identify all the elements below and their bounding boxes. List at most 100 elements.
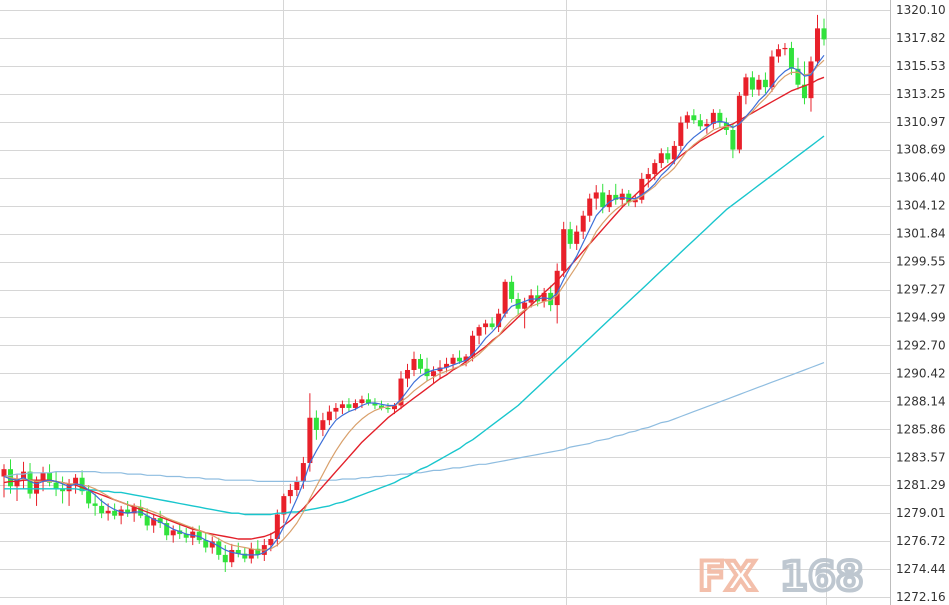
candle-body — [580, 215, 586, 232]
candle-body — [118, 509, 124, 516]
candle-body — [411, 358, 417, 370]
candle-body — [359, 399, 365, 404]
candle-body — [40, 472, 46, 482]
candle-body — [92, 503, 98, 506]
candle-body — [79, 477, 85, 492]
candle-body — [112, 510, 118, 516]
ma-mid-line — [3, 59, 825, 551]
y-tick-label: 1283.57 — [896, 450, 946, 464]
candle-body — [658, 153, 664, 164]
candle-body — [717, 112, 723, 123]
y-tick-label: 1301.84 — [896, 227, 946, 241]
ma-short-line — [3, 54, 825, 556]
candle-body — [476, 327, 482, 336]
candle-body — [606, 194, 612, 208]
ma-long-line — [3, 76, 825, 540]
candle-body — [391, 405, 397, 410]
candle-body — [626, 193, 632, 203]
candle-body — [105, 510, 111, 514]
candle-body — [235, 549, 241, 554]
fx168-watermark: FX 168 — [696, 552, 866, 602]
candle-body — [450, 357, 456, 364]
candle-body — [1, 469, 7, 477]
candle-body — [352, 403, 358, 408]
candle-body — [164, 523, 170, 536]
candle-body — [795, 68, 801, 85]
candle-body — [743, 77, 749, 96]
candle-body — [665, 153, 671, 160]
candle-body — [190, 531, 196, 538]
candle-body — [268, 538, 274, 546]
candle-body — [775, 49, 781, 57]
candle-body — [378, 405, 384, 408]
candle-body — [27, 471, 33, 494]
y-tick-label: 1294.99 — [896, 310, 946, 324]
candle-body — [814, 28, 820, 62]
candle-body — [756, 79, 762, 90]
candle-body — [652, 163, 658, 175]
y-tick-label: 1304.12 — [896, 199, 946, 213]
candle-body — [14, 478, 20, 487]
candle-body — [86, 491, 92, 504]
y-tick-label: 1315.53 — [896, 59, 946, 73]
candle-body — [483, 323, 489, 328]
candle-body — [554, 270, 560, 306]
candle-body — [684, 115, 690, 123]
candle-body — [73, 477, 79, 484]
candle-body — [333, 407, 339, 412]
watermark-168: 168 — [780, 554, 864, 600]
candle-body — [320, 420, 326, 430]
candle-body — [300, 463, 306, 482]
candle-body — [788, 47, 794, 69]
candle-body — [125, 509, 131, 514]
candle-body — [398, 378, 404, 406]
candle-body — [496, 313, 502, 328]
candle-body — [463, 356, 469, 362]
candle-body — [509, 281, 515, 299]
candle-body — [157, 518, 163, 524]
candle-body — [222, 554, 228, 563]
candle-body — [99, 505, 105, 514]
candle-body — [255, 548, 261, 555]
candle-body — [561, 229, 567, 271]
candle-body — [645, 174, 651, 179]
candle-body — [307, 417, 313, 464]
candle-body — [209, 541, 215, 548]
candles — [1, 14, 827, 573]
candle-body — [600, 192, 606, 208]
y-tick-label: 1288.14 — [896, 394, 946, 408]
candle-body — [678, 122, 684, 146]
candle-body — [365, 399, 371, 404]
candle-body — [431, 371, 437, 377]
candle-body — [287, 489, 293, 497]
y-tick-label: 1317.82 — [896, 31, 946, 45]
candle-body — [522, 302, 528, 309]
candle-body — [567, 229, 573, 244]
y-tick-label: 1306.40 — [896, 171, 946, 185]
candle-body — [151, 518, 157, 526]
candle-body — [242, 553, 248, 559]
candle-body — [144, 515, 150, 526]
candle-body — [346, 404, 352, 408]
y-tick-label: 1297.27 — [896, 283, 946, 297]
y-tick-label: 1299.55 — [896, 255, 946, 269]
y-tick-label: 1310.97 — [896, 115, 946, 129]
candle-body — [248, 548, 254, 559]
ma-longer-line — [4, 135, 825, 516]
y-axis-labels: 1320.10 1317.82 1315.53 1313.25 1310.97 1308.… — [896, 3, 946, 604]
candle-body — [444, 363, 450, 368]
candle-body — [710, 112, 716, 124]
candle-body — [131, 507, 137, 514]
y-tick-label: 1292.70 — [896, 338, 946, 352]
candle-body — [470, 335, 476, 357]
y-tick-label: 1308.69 — [896, 143, 946, 157]
candle-body — [34, 481, 40, 494]
y-tick-label: 1313.25 — [896, 87, 946, 101]
candle-body — [60, 488, 66, 492]
y-tick-label: 1272.16 — [896, 590, 946, 604]
candle-body — [749, 77, 755, 90]
candle-body — [704, 123, 710, 127]
candle-body — [593, 192, 599, 199]
candle-body — [574, 231, 580, 244]
candle-body — [502, 281, 508, 314]
